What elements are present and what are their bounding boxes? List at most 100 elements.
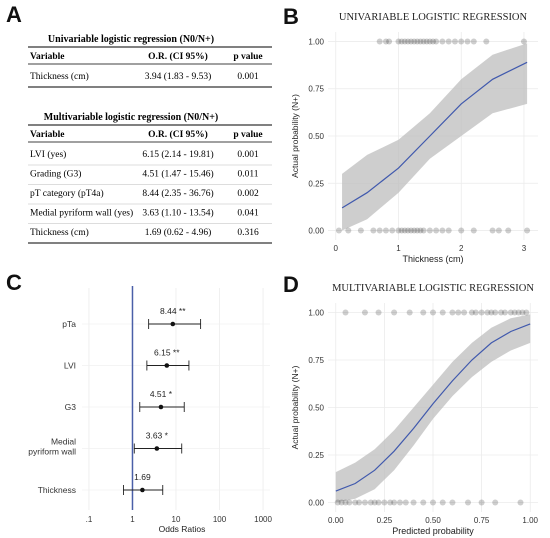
table-multi-cell-or: 8.44 (2.35 - 36.76) [142,188,213,199]
chart-c-ytick-label: pyriform wall [28,447,76,457]
table-uni-header-or: O.R. (CI 95%) [148,51,208,62]
chart-d-ytick-label: 0.75 [308,356,324,365]
chart-d-point-n-zero [439,499,446,506]
table-multi-cell-variable: Medial pyriform wall (yes) [30,208,133,219]
chart-b-point-n-plus [430,38,436,45]
chart-d-point-n-plus [472,309,479,316]
chart-b-title: UNIVARIABLE LOGISTIC REGRESSION [339,12,528,23]
panel-label-b: B [283,4,299,29]
chart-d-point-n-plus [498,309,505,316]
chart-d-point-n-zero [465,499,471,506]
chart-b-point-n-zero [439,227,446,234]
chart-b-point-n-zero [357,227,364,234]
chart-d-point-n-plus [455,309,462,316]
chart-c-ytick-label: Thickness [38,485,76,495]
chart-d-point-n-plus [507,309,514,316]
chart-d-point-n-zero [361,499,368,506]
chart-b-point-n-plus [426,38,433,45]
chart-d-ytick-label: 0.50 [308,404,324,413]
chart-b-point-n-plus [401,38,408,45]
chart-b-point-n-zero [458,227,465,234]
chart-c-ytick-label: pTa [62,319,76,329]
table-multi-cell-or: 3.63 (1.10 - 13.54) [142,208,213,219]
chart-d-point-n-plus [420,309,427,316]
chart-b-fit-line [341,61,528,209]
chart-b-point-n-zero [376,227,383,234]
chart-d-point-n-plus [391,309,398,316]
chart-d-point-n-zero [410,499,417,506]
chart-b-xtick-label: 1 [396,244,401,253]
chart-b-point-n-plus [483,38,490,45]
chart-d-point-n-zero [387,499,394,506]
chart-c-estimate-point [164,363,170,368]
chart-b-point-n-plus [445,38,452,45]
chart-c-ytick-label: Medial [51,437,76,447]
chart-b-ytick-label: 1.00 [308,37,324,46]
chart-d-point-n-plus [511,309,518,316]
chart-d-xtick-label: 0.50 [425,516,441,525]
chart-d-xtick-label: 1.00 [522,516,538,525]
chart-d-point-n-zero [334,499,341,506]
table-multi-cell-pvalue: 0.316 [237,228,259,238]
chart-b-ylabel: Actual probability (N+) [290,94,300,178]
chart-d-ylabel: Actual probability (N+) [290,365,300,449]
chart-d-title: MULTIVARIABLE LOGISTIC REGRESSION [332,283,534,294]
chart-d-xtick-label: 0.00 [328,516,344,525]
chart-b-point-n-zero [398,227,405,234]
chart-d-point-n-plus [361,309,368,316]
chart-c-xtick-label: .1 [86,515,93,524]
chart-b-point-n-plus [382,38,389,45]
chart-d-point-n-zero [391,499,398,506]
chart-b-point-n-plus [439,38,446,45]
chart-d-xtick-label: 0.25 [377,516,393,525]
chart-c-ytick-label: G3 [65,402,77,412]
chart-b-xtick-label: 3 [522,244,527,253]
table-multi-cell-or: 4.51 (1.47 - 15.46) [142,169,213,180]
chart-c-estimate-label: 4.51 * [150,389,173,399]
chart-b-point-n-plus [433,38,440,45]
chart-d-point-n-plus [519,309,526,316]
chart-d-point-n-plus [515,309,522,316]
table-uni-header-variable: Variable [30,52,64,62]
chart-c-estimate-point [140,487,145,493]
chart-b-point-n-plus [395,38,402,45]
chart-d-point-n-plus [449,309,456,316]
table-multi-header-or: O.R. (CI 95%) [148,129,208,140]
chart-d-point-n-plus [501,309,508,316]
chart-d-point-n-plus [430,309,436,316]
chart-d-ytick-label: 0.25 [308,451,324,460]
chart-b-xtick-label: 0 [334,244,339,253]
chart-b-point-n-plus [404,38,411,45]
chart-d-point-n-zero [402,499,409,506]
chart-d-point-n-zero [338,499,345,506]
chart-d-point-n-plus [468,309,475,316]
chart-b-point-n-zero [408,227,415,234]
chart-d-point-n-plus [523,309,530,316]
table-uni-cell-pvalue: 0.001 [237,72,259,82]
chart-b-point-n-plus [520,38,527,45]
chart-b-point-n-plus [470,38,477,45]
table-uni-title: Univariable logistic regression (N0/N+) [48,34,214,45]
panel-label-c: C [6,270,22,295]
chart-b-ytick-label: 0.75 [308,85,324,94]
chart-c-estimate-point [170,321,176,327]
chart-d-fit-line [335,323,531,492]
chart-d-point-n-plus [484,309,491,316]
chart-b-point-n-plus [423,38,430,45]
table-multi-cell-variable: Thickness (cm) [30,227,89,238]
chart-b-point-n-plus [451,38,458,45]
chart-d-point-n-zero [517,499,524,506]
chart-d-point-n-zero [478,499,485,506]
table-multi-title: Multivariable logistic regression (N0/N+… [44,112,218,123]
chart-c-xtick-label: 1 [130,515,135,524]
chart-d-point-n-plus [406,309,413,316]
chart-b-point-n-zero [414,227,421,234]
chart-b-point-n-zero [382,227,389,234]
chart-b-point-n-zero [401,227,408,234]
chart-b-point-n-zero [345,227,352,234]
chart-d-point-n-zero [367,499,374,506]
table-multi-cell-or: 6.15 (2.14 - 19.81) [142,149,213,160]
chart-b-confidence-band [342,43,528,231]
chart-d-point-n-zero [352,499,359,506]
chart-d-point-n-zero [449,499,456,506]
